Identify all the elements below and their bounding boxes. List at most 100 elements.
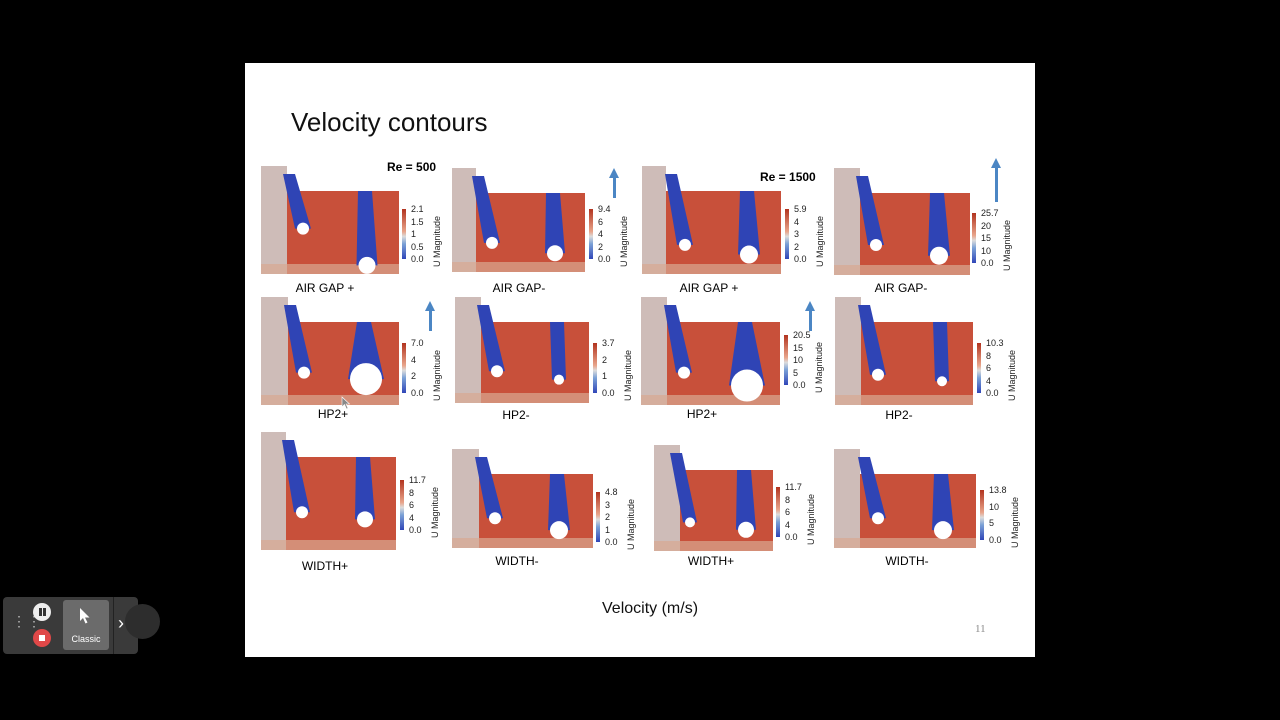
panel-caption: WIDTH- — [885, 554, 929, 568]
drag-handle-icon[interactable]: ⋮⋮ — [12, 613, 42, 629]
legend-title: U Magnitude — [1010, 496, 1020, 548]
classic-mode-button[interactable]: Classic — [63, 600, 109, 650]
bottom-layer — [641, 395, 780, 405]
cold-plume — [858, 457, 886, 519]
inlet-region — [261, 432, 286, 550]
legend-tick: 2 — [598, 241, 604, 252]
cold-plume — [548, 474, 570, 531]
legend-title: U Magnitude — [1007, 349, 1017, 401]
chevron-right-icon[interactable]: › — [118, 613, 124, 633]
color-gradient — [589, 209, 593, 259]
arrow-shaft — [429, 309, 432, 331]
color-gradient — [593, 343, 597, 393]
color-legend: 11.7 8 6 4 0.0 U Magnitude — [400, 476, 470, 546]
color-legend: 4.8 3 2 1 0.0 U Magnitude — [596, 488, 666, 558]
bottom-layer — [261, 264, 399, 274]
cylinder — [872, 512, 884, 525]
cylinder — [685, 517, 695, 528]
arrow-shaft — [613, 176, 616, 198]
legend-title: U Magnitude — [432, 349, 442, 401]
pause-icon[interactable] — [33, 603, 51, 621]
cold-plume — [477, 305, 505, 372]
stop-icon[interactable] — [33, 629, 51, 647]
cylinder — [489, 512, 501, 525]
color-gradient — [784, 335, 788, 385]
contour-panel — [261, 297, 399, 405]
contour-panel — [834, 449, 976, 548]
legend-tick: 0.0 — [785, 532, 798, 542]
bottom-layer — [654, 541, 773, 551]
inlet-region — [835, 297, 861, 405]
page-number: 11 — [975, 623, 986, 635]
panel-caption: AIR GAP- — [874, 281, 928, 295]
panel-caption: WIDTH- — [495, 554, 539, 568]
cylinder — [937, 376, 947, 387]
legend-tick: 6 — [986, 363, 992, 373]
cylinder — [554, 374, 564, 385]
legend-tick: 0.0 — [981, 258, 994, 268]
contour-panel — [834, 168, 970, 275]
cold-plume — [356, 191, 378, 266]
color-gradient — [980, 490, 984, 540]
color-legend: 25.7 20 15 10 0.0 U Magnitude — [972, 209, 1042, 279]
legend-tick: 1 — [605, 524, 611, 535]
cold-plume — [933, 322, 949, 382]
cold-plume — [472, 176, 500, 243]
flow-direction-arrow-icon — [991, 158, 1001, 202]
cold-plume — [736, 470, 756, 530]
contour-panel — [641, 297, 780, 405]
legend-tick: 0.5 — [411, 241, 424, 252]
legend-tick: 3 — [794, 229, 800, 239]
slide-title: Velocity contours — [291, 107, 488, 137]
panel-caption: HP2- — [885, 408, 913, 422]
cylinder — [547, 245, 563, 262]
legend-title: U Magnitude — [814, 341, 824, 393]
legend-tick: 3 — [605, 499, 611, 510]
legend-tick: 5.9 — [794, 204, 807, 214]
inlet-region — [641, 297, 667, 405]
color-legend: 7.0 4 2 0.0 U Magnitude — [402, 339, 472, 409]
cylinder — [930, 246, 948, 265]
color-legend: 5.9 4 3 2 0.0 U Magnitude — [785, 205, 855, 275]
cylinder — [550, 521, 568, 540]
arrow-shaft — [995, 166, 998, 202]
re-1500-label: Re = 1500 — [760, 170, 816, 184]
cold-plume — [932, 474, 954, 531]
legend-tick: 0.0 — [793, 380, 806, 390]
legend-tick: 4.8 — [605, 487, 618, 497]
color-legend: 20.5 15 10 5 0.0 U Magnitude — [784, 331, 854, 401]
re-500-label: Re = 500 — [387, 160, 437, 174]
legend-tick: 4 — [986, 375, 992, 386]
legend-tick: 10 — [989, 501, 1000, 512]
cylinder — [740, 245, 758, 264]
color-gradient — [402, 209, 406, 259]
legend-tick: 2.1 — [411, 204, 424, 214]
cylinder — [738, 521, 754, 538]
color-gradient — [972, 213, 976, 263]
toolbar-expander[interactable] — [125, 604, 160, 639]
legend-tick: 4 — [411, 354, 417, 365]
cylinder — [872, 368, 884, 381]
panel-caption: WIDTH+ — [301, 559, 349, 573]
legend-tick: 2 — [411, 371, 417, 382]
cylinder — [298, 366, 310, 379]
color-gradient — [596, 492, 600, 542]
arrow-head — [425, 301, 435, 311]
legend-tick: 4 — [794, 216, 800, 227]
contour-panel — [452, 168, 585, 272]
legend-tick: 10 — [793, 355, 804, 365]
cold-plume — [545, 193, 565, 254]
legend-tick: 6 — [785, 507, 791, 517]
bottom-layer — [642, 264, 781, 274]
inlet-region — [642, 166, 666, 274]
cylinder — [358, 256, 376, 274]
contour-panel — [452, 449, 593, 548]
bottom-layer — [834, 538, 976, 548]
legend-tick: 5 — [793, 367, 799, 378]
color-legend: 11.7 8 6 4 0.0 U Magnitude — [776, 483, 846, 553]
inlet-region — [452, 168, 476, 272]
cold-plume — [550, 322, 566, 380]
color-gradient — [776, 487, 780, 537]
legend-tick: 0.0 — [605, 537, 618, 547]
contour-panel — [642, 166, 781, 274]
